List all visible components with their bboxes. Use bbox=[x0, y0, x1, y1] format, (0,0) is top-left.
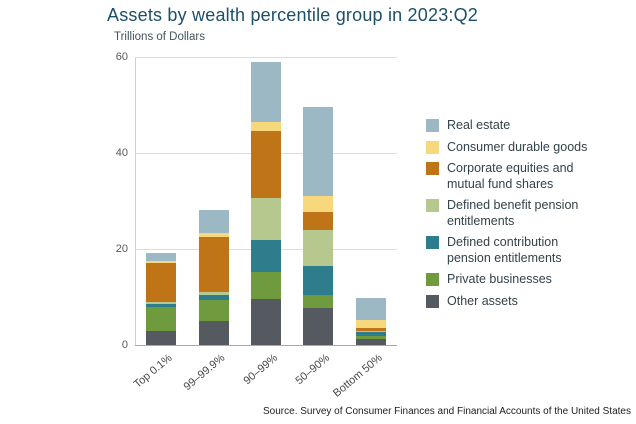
bar-segment-90-99-consumer-durable-goods[interactable] bbox=[251, 121, 281, 131]
legend-label: Real estate bbox=[447, 118, 511, 132]
bar-segment-50-90-real-estate[interactable] bbox=[303, 107, 334, 197]
bar-segment-90-99-real-estate[interactable] bbox=[251, 61, 281, 122]
x-axis-line bbox=[135, 345, 397, 346]
bar-segment-top-0-1-consumer-durable-goods[interactable] bbox=[146, 260, 177, 263]
bar-segment-50-90-corporate-equities-and-mutual-fund-shares[interactable] bbox=[303, 212, 334, 231]
bar-segment-90-99-defined-contribution-pension-entitlements[interactable] bbox=[251, 239, 281, 273]
legend-item-consumer-durable-goods[interactable]: Consumer durable goods bbox=[426, 140, 631, 156]
bar-segment-90-99-defined-benefit-pension-entitlements[interactable] bbox=[251, 198, 281, 240]
legend-item-real-estate[interactable]: Real estate bbox=[426, 118, 631, 134]
legend-item-other-assets[interactable]: Other assets bbox=[426, 294, 631, 310]
bar-segment-top-0-1-corporate-equities-and-mutual-fund-shares[interactable] bbox=[146, 262, 177, 303]
x-tick-label: 99–99.9% bbox=[181, 352, 228, 394]
legend: Real estate Consumer durable goods Corpora… bbox=[426, 118, 631, 315]
legend-item-private-businesses[interactable]: Private businesses bbox=[426, 272, 631, 288]
bar-segment-bottom-50-other-assets[interactable] bbox=[355, 338, 386, 345]
bar-segment-99-99-9-real-estate[interactable] bbox=[198, 209, 229, 233]
bar-segment-99-99-9-defined-benefit-pension-entitlements[interactable] bbox=[198, 291, 229, 296]
y-tick-label: 0 bbox=[121, 339, 128, 351]
legend-label: Defined contribution pension entitlement… bbox=[447, 235, 562, 265]
legend-label: Private businesses bbox=[447, 272, 552, 286]
bar-segment-top-0-1-defined-benefit-pension-entitlements[interactable] bbox=[146, 302, 177, 304]
bar-segment-50-90-other-assets[interactable] bbox=[303, 308, 334, 345]
legend-swatch bbox=[426, 119, 439, 132]
bar-segment-90-99-private-businesses[interactable] bbox=[251, 272, 281, 299]
legend-swatch bbox=[426, 273, 439, 286]
bar-segment-top-0-1-private-businesses[interactable] bbox=[146, 306, 177, 331]
bar-segment-90-99-corporate-equities-and-mutual-fund-shares[interactable] bbox=[251, 130, 281, 199]
y-axis-unit-label: Trillions of Dollars bbox=[114, 31, 205, 43]
gridline bbox=[135, 57, 397, 58]
y-tick-label: 20 bbox=[115, 243, 128, 255]
bar-segment-50-90-private-businesses[interactable] bbox=[303, 295, 334, 309]
x-tick-label: Bottom 50% bbox=[330, 352, 385, 400]
y-tick-label: 60 bbox=[115, 51, 128, 63]
bar-segment-bottom-50-corporate-equities-and-mutual-fund-shares[interactable] bbox=[355, 328, 386, 332]
x-tick-label: Top 0.1% bbox=[132, 352, 175, 391]
legend-swatch bbox=[426, 140, 439, 154]
y-axis-line bbox=[135, 57, 136, 346]
bar-segment-bottom-50-real-estate[interactable] bbox=[355, 297, 386, 320]
bar-segment-50-90-defined-benefit-pension-entitlements[interactable] bbox=[303, 230, 334, 267]
source-note: Source. Survey of Consumer Finances and … bbox=[263, 406, 631, 417]
legend-item-corporate-equities-and-mutual-fund-shares[interactable]: Corporate equities and mutual fund share… bbox=[426, 161, 631, 192]
bar-segment-bottom-50-defined-benefit-pension-entitlements[interactable] bbox=[355, 331, 386, 333]
legend-swatch bbox=[426, 162, 439, 175]
bar-segment-50-90-consumer-durable-goods[interactable] bbox=[303, 196, 334, 213]
legend-label: Corporate equities and mutual fund share… bbox=[447, 161, 574, 191]
bar-segment-top-0-1-other-assets[interactable] bbox=[146, 330, 177, 345]
bar-segment-99-99-9-defined-contribution-pension-entitlements[interactable] bbox=[198, 295, 229, 300]
legend-label: Consumer durable goods bbox=[447, 139, 588, 154]
chart-title: Assets by wealth percentile group in 202… bbox=[107, 5, 479, 25]
bar-segment-99-99-9-other-assets[interactable] bbox=[198, 321, 229, 345]
legend-item-defined-benefit-pension-entitlements[interactable]: Defined benefit pension entitlements bbox=[426, 198, 631, 229]
bar-segment-99-99-9-corporate-equities-and-mutual-fund-shares[interactable] bbox=[198, 236, 229, 292]
bar-segment-top-0-1-defined-contribution-pension-entitlements[interactable] bbox=[146, 303, 177, 307]
bar-segment-top-0-1-real-estate[interactable] bbox=[146, 252, 177, 261]
legend-item-defined-contribution-pension-entitlements[interactable]: Defined contribution pension entitlement… bbox=[426, 235, 631, 266]
legend-swatch bbox=[426, 294, 439, 308]
x-tick-label: 50–90% bbox=[293, 352, 333, 388]
bar-segment-50-90-defined-contribution-pension-entitlements[interactable] bbox=[303, 266, 334, 296]
y-tick-label: 40 bbox=[115, 147, 128, 159]
bar-segment-bottom-50-defined-contribution-pension-entitlements[interactable] bbox=[355, 332, 386, 337]
legend-swatch bbox=[426, 236, 439, 249]
bar-segment-bottom-50-consumer-durable-goods[interactable] bbox=[355, 319, 386, 329]
legend-swatch bbox=[426, 199, 439, 212]
bar-segment-99-99-9-consumer-durable-goods[interactable] bbox=[198, 232, 229, 237]
legend-label: Other assets bbox=[447, 293, 518, 308]
bar-segment-99-99-9-private-businesses[interactable] bbox=[198, 299, 229, 321]
x-tick-label: 90–99% bbox=[241, 352, 280, 388]
legend-label: Defined benefit pension entitlements bbox=[447, 198, 579, 228]
plot-area bbox=[135, 57, 397, 346]
bar-segment-bottom-50-private-businesses[interactable] bbox=[355, 336, 386, 339]
bar-segment-90-99-other-assets[interactable] bbox=[251, 298, 281, 345]
